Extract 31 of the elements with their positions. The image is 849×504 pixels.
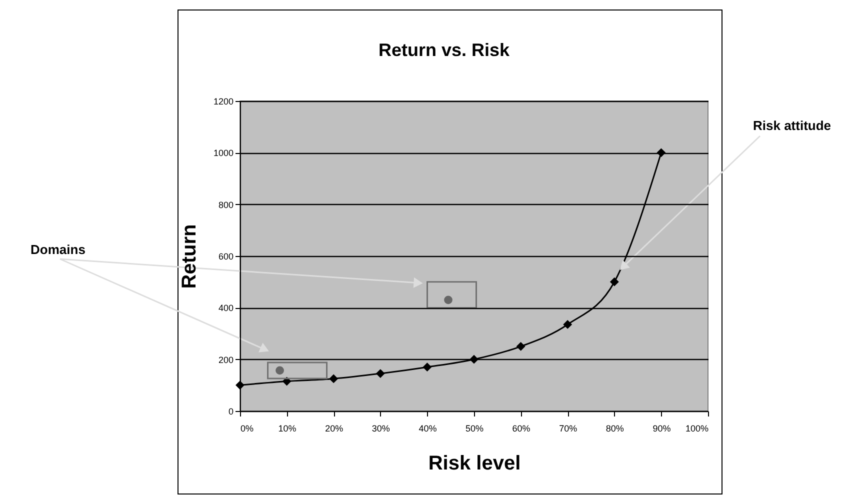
point (610, 277, 619, 286)
y-tick-label: 0 (228, 406, 234, 416)
y-tick-label: 1000 (213, 148, 234, 158)
y-tick-label: 1200 (213, 96, 234, 106)
x-tick-label: 100% (685, 424, 708, 434)
y-tick-label: 200 (218, 354, 234, 365)
x-tick-label: 90% (652, 424, 671, 434)
x-tick-label: 10% (278, 424, 296, 434)
x-tick-label: 60% (512, 424, 530, 434)
x-tick-label: 70% (559, 424, 578, 434)
x-axis-title: Risk level (428, 452, 521, 474)
x-tick-label: 40% (418, 424, 437, 434)
point (563, 320, 572, 329)
point (376, 369, 385, 378)
y-axis-title: Return (178, 224, 200, 289)
x-tick-label: 30% (372, 424, 390, 434)
x-tick-label: 20% (325, 424, 344, 434)
point (516, 342, 526, 351)
chart-title: Return vs. Risk (378, 40, 511, 60)
x-tick-label: 50% (465, 424, 484, 434)
point (329, 374, 338, 384)
x-tick-label: 80% (606, 424, 624, 434)
y-tick-label: 400 (218, 303, 234, 314)
point (444, 296, 452, 304)
y-tick-label: 800 (218, 200, 234, 210)
annotation: Risk attitude (752, 118, 832, 133)
x-tick-label: 0% (240, 424, 254, 434)
text: Domains (30, 242, 86, 257)
point (276, 366, 284, 375)
y-tick-label: 600 (218, 252, 234, 262)
point (422, 362, 432, 372)
